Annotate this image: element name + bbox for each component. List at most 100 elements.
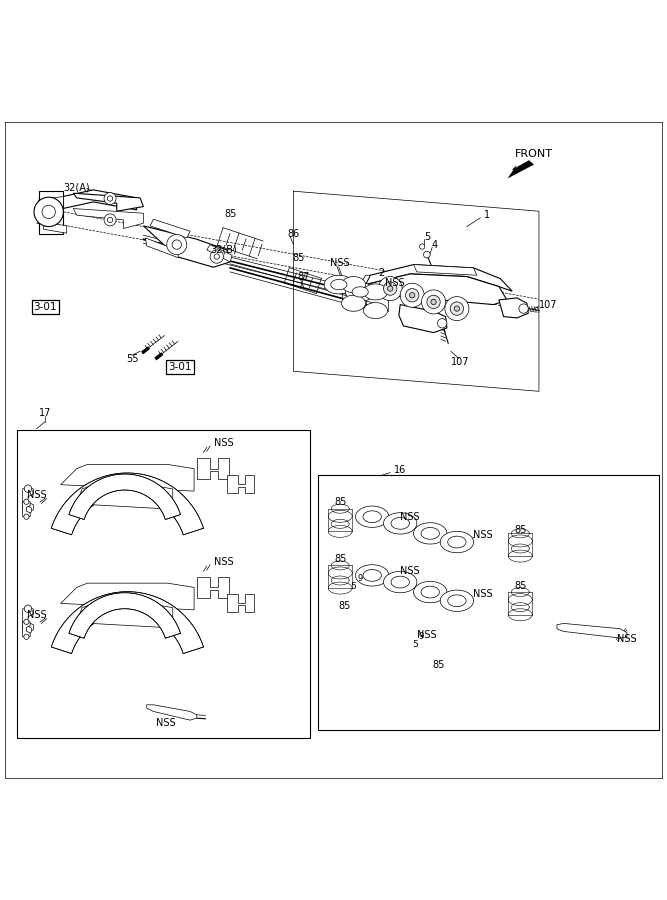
Text: 9: 9 — [419, 633, 424, 642]
Text: 5: 5 — [412, 640, 418, 649]
Polygon shape — [51, 591, 203, 653]
Text: NSS: NSS — [27, 491, 47, 500]
Text: 107: 107 — [539, 300, 558, 310]
Polygon shape — [39, 191, 63, 234]
Polygon shape — [357, 274, 507, 304]
Circle shape — [104, 214, 116, 226]
Polygon shape — [440, 531, 474, 553]
Text: NSS: NSS — [473, 530, 493, 540]
Circle shape — [210, 250, 223, 263]
Circle shape — [107, 196, 113, 202]
Polygon shape — [227, 594, 254, 612]
Polygon shape — [331, 279, 347, 290]
Polygon shape — [391, 576, 410, 588]
Polygon shape — [357, 275, 370, 304]
Text: NSS: NSS — [27, 610, 47, 620]
Text: 85: 85 — [432, 660, 444, 670]
Text: 3-01: 3-01 — [33, 302, 57, 312]
Polygon shape — [557, 624, 627, 638]
Text: NSS: NSS — [385, 278, 405, 288]
Polygon shape — [364, 284, 388, 300]
Text: 4: 4 — [432, 239, 438, 249]
Polygon shape — [414, 523, 447, 544]
Polygon shape — [342, 295, 366, 311]
Text: NSS: NSS — [417, 630, 437, 641]
Polygon shape — [356, 564, 389, 586]
Polygon shape — [499, 298, 528, 318]
Polygon shape — [384, 572, 417, 593]
Polygon shape — [69, 593, 181, 638]
Text: 1: 1 — [484, 210, 490, 220]
Text: 5: 5 — [424, 231, 430, 241]
Circle shape — [422, 290, 446, 314]
Text: 3-01: 3-01 — [168, 362, 192, 372]
Polygon shape — [23, 489, 33, 510]
Circle shape — [384, 282, 397, 295]
Text: NSS: NSS — [330, 258, 350, 268]
Text: 107: 107 — [451, 357, 470, 367]
Text: FRONT: FRONT — [515, 148, 552, 159]
Circle shape — [406, 289, 419, 302]
Polygon shape — [421, 527, 440, 539]
Polygon shape — [73, 194, 143, 212]
Circle shape — [450, 302, 464, 315]
Polygon shape — [23, 502, 30, 517]
Polygon shape — [414, 265, 477, 275]
Polygon shape — [508, 160, 534, 178]
Circle shape — [167, 235, 187, 255]
Polygon shape — [143, 226, 230, 267]
Text: NSS: NSS — [155, 718, 175, 728]
Circle shape — [104, 193, 116, 204]
Circle shape — [378, 276, 402, 301]
Circle shape — [214, 254, 219, 259]
Polygon shape — [197, 577, 229, 598]
Polygon shape — [440, 590, 474, 611]
Circle shape — [438, 319, 447, 328]
Text: NSS: NSS — [473, 590, 493, 599]
Circle shape — [454, 306, 460, 311]
Circle shape — [24, 626, 32, 634]
Circle shape — [420, 244, 425, 249]
Circle shape — [107, 217, 113, 222]
Circle shape — [42, 205, 55, 219]
Text: 32(A): 32(A) — [63, 182, 90, 193]
Circle shape — [24, 619, 29, 625]
Polygon shape — [69, 474, 181, 519]
Text: 85: 85 — [334, 497, 346, 507]
Polygon shape — [39, 196, 63, 213]
Polygon shape — [23, 622, 30, 637]
Polygon shape — [324, 275, 354, 294]
Polygon shape — [356, 506, 389, 527]
Text: 85: 85 — [224, 209, 236, 219]
Polygon shape — [414, 581, 447, 603]
Polygon shape — [61, 583, 194, 610]
Polygon shape — [145, 238, 179, 258]
Circle shape — [388, 286, 393, 292]
Polygon shape — [342, 276, 366, 292]
Circle shape — [431, 300, 436, 304]
Text: 5: 5 — [351, 581, 356, 590]
Text: 85: 85 — [514, 525, 526, 535]
Text: 86: 86 — [287, 229, 299, 238]
Circle shape — [172, 240, 181, 249]
Bar — [17, 430, 310, 738]
Polygon shape — [207, 245, 232, 262]
Polygon shape — [77, 485, 173, 509]
Polygon shape — [448, 595, 466, 607]
Text: 55: 55 — [126, 355, 138, 365]
Circle shape — [24, 507, 32, 514]
Polygon shape — [363, 511, 382, 523]
Text: 9: 9 — [358, 573, 363, 582]
Circle shape — [24, 514, 29, 519]
Polygon shape — [399, 304, 447, 333]
Text: 87: 87 — [297, 272, 309, 282]
Polygon shape — [346, 283, 375, 302]
Polygon shape — [363, 570, 382, 581]
Polygon shape — [23, 608, 33, 630]
Circle shape — [24, 605, 32, 613]
Polygon shape — [43, 222, 67, 233]
Circle shape — [24, 500, 29, 504]
Polygon shape — [364, 302, 388, 319]
Text: 17: 17 — [39, 409, 51, 419]
Polygon shape — [147, 705, 197, 720]
